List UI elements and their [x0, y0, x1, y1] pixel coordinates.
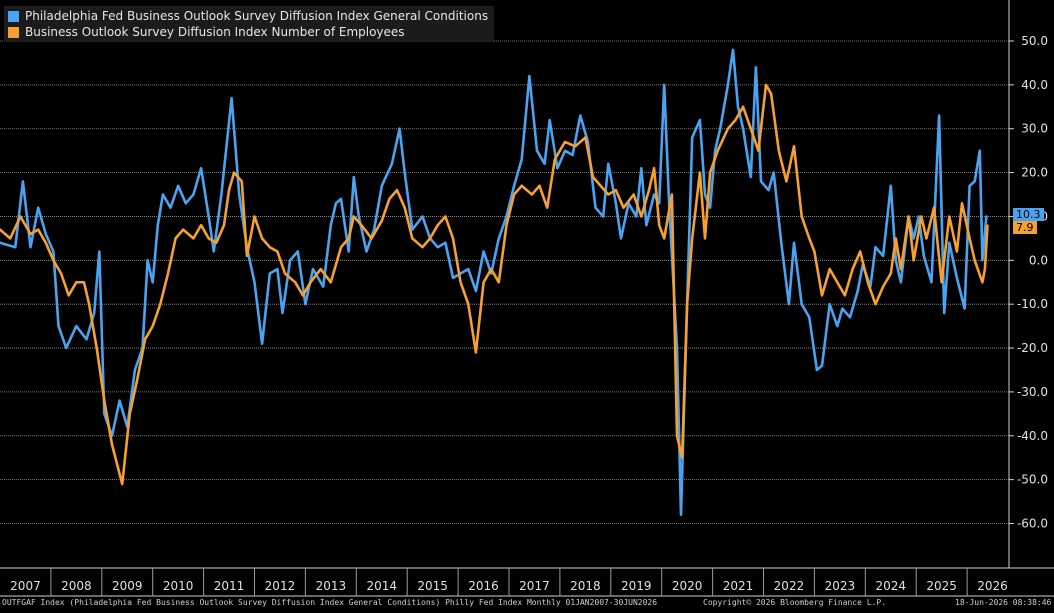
x-tick-label: 2018: [570, 579, 601, 593]
x-tick-label: 2011: [214, 579, 245, 593]
x-tick-label: 2016: [468, 579, 499, 593]
y-tick-label: -20.0: [1017, 341, 1048, 355]
series-line-general: [0, 48, 988, 517]
x-tick-label: 2015: [417, 579, 448, 593]
x-tick-label: 2007: [10, 579, 41, 593]
footer-source: OUTFGAF Index (Philadelphia Fed Business…: [2, 598, 658, 607]
y-tick-label: -40.0: [1017, 429, 1048, 443]
legend-item-employees: Business Outlook Survey Diffusion Index …: [8, 24, 488, 40]
last-value-general: 10.3: [1013, 208, 1044, 221]
y-tick-label: 50.0: [1021, 34, 1048, 48]
x-tick-label: 2013: [316, 579, 347, 593]
x-tick-label: 2009: [112, 579, 143, 593]
y-tick-label: -30.0: [1017, 385, 1048, 399]
y-tick-label: 20.0: [1021, 166, 1048, 180]
x-tick-label: 2008: [61, 579, 92, 593]
x-tick-label: 2023: [825, 579, 856, 593]
x-tick-label: 2017: [519, 579, 550, 593]
legend-item-general: Philadelphia Fed Business Outlook Survey…: [8, 8, 488, 24]
series-line-employees: [0, 83, 989, 486]
x-tick-label: 2020: [672, 579, 703, 593]
x-tick-label: 2025: [926, 579, 957, 593]
legend-label-general: Philadelphia Fed Business Outlook Survey…: [25, 9, 489, 23]
x-tick-label: 2014: [366, 579, 397, 593]
x-tick-label: 2019: [621, 579, 652, 593]
chart-legend: Philadelphia Fed Business Outlook Survey…: [4, 6, 495, 42]
x-tick-label: 2024: [875, 579, 906, 593]
x-tick-label: 2012: [265, 579, 296, 593]
legend-swatch-employees: [8, 26, 19, 38]
x-tick-label: 2010: [163, 579, 194, 593]
footer-timestamp: 18-Jun-2026 08:38:46: [955, 598, 1052, 607]
legend-label-employees: Business Outlook Survey Diffusion Index …: [25, 25, 405, 39]
x-tick-label: 2022: [774, 579, 805, 593]
y-tick-label: 40.0: [1021, 78, 1048, 92]
x-tick-label: 2021: [723, 579, 754, 593]
last-value-employees: 7.9: [1013, 221, 1037, 234]
y-tick-label: -10.0: [1017, 297, 1048, 311]
y-tick-label: 0.0: [1029, 253, 1048, 267]
legend-swatch-general: [8, 10, 19, 22]
y-tick-label: -60.0: [1017, 517, 1048, 531]
y-tick-label: 30.0: [1021, 122, 1048, 136]
x-tick-label: 2026: [977, 579, 1008, 593]
y-tick-label: -50.0: [1017, 473, 1048, 487]
footer-copyright: Copyright© 2026 Bloomberg Finance L.P.: [703, 598, 887, 607]
